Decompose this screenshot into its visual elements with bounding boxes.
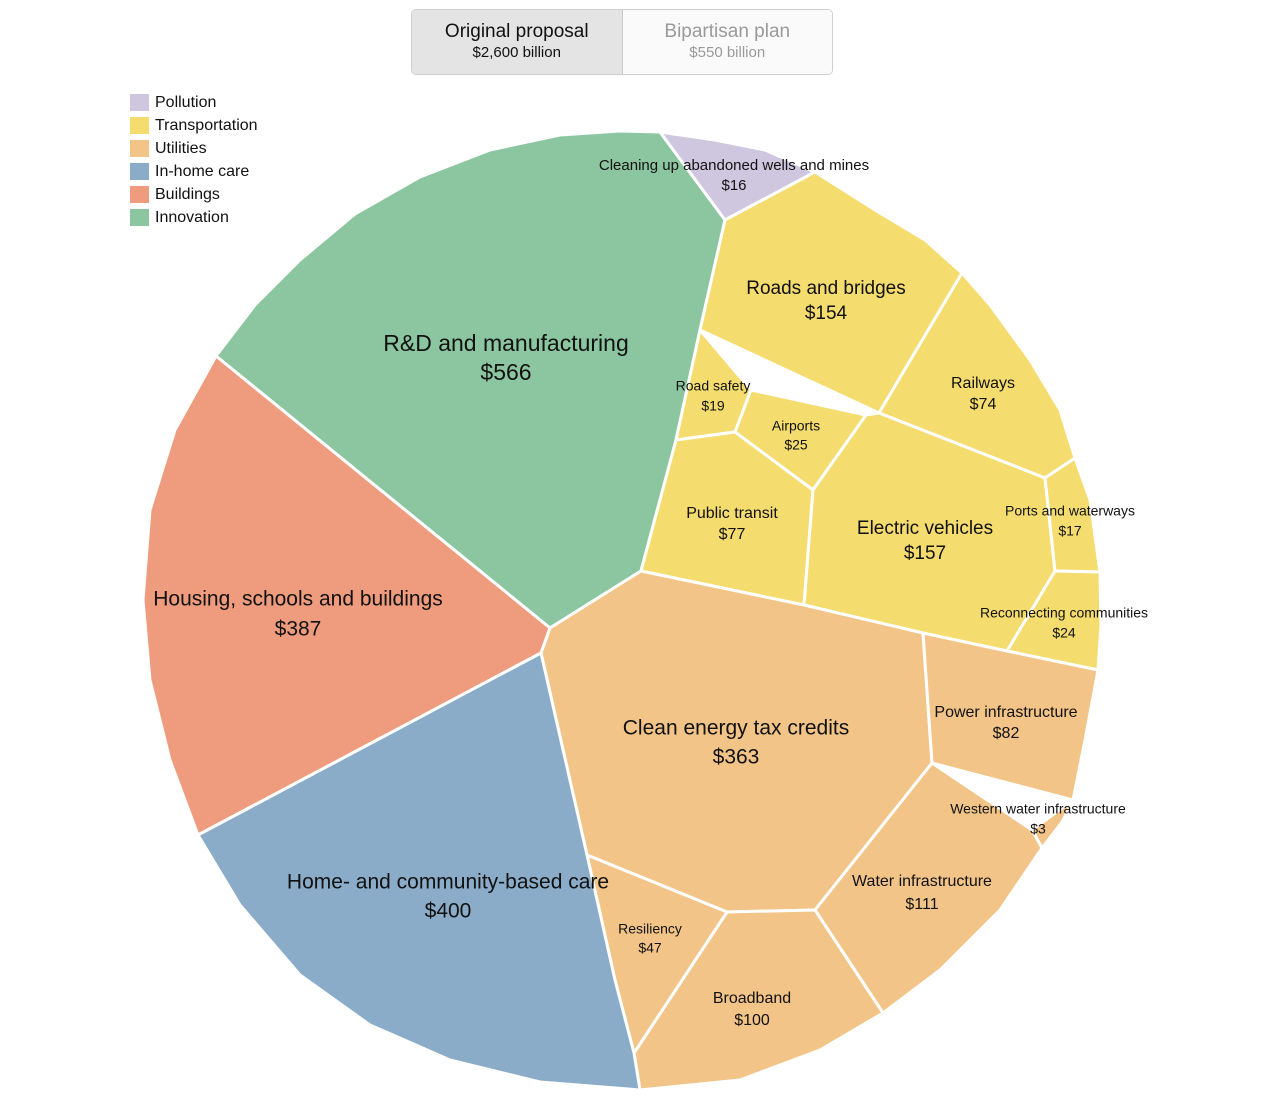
legend-item-buildings: Buildings (130, 183, 258, 206)
cell-value-road-safety: $19 (701, 398, 725, 414)
cell-label-home-and-community-based-care: Home- and community-based care (287, 871, 609, 894)
cell-label-resiliency: Resiliency (618, 921, 682, 937)
cell-label-power-infrastructure: Power infrastructure (934, 704, 1077, 721)
cell-value-reconnecting-communities: $24 (1052, 625, 1076, 641)
cell-reconnecting-communities[interactable] (1005, 569, 1103, 672)
legend: Pollution Transportation Utilities In-home … (130, 91, 258, 229)
cell-value-railways: $74 (970, 396, 997, 413)
cell-label-broadband: Broadband (713, 990, 791, 1007)
cell-value-r-d-and-manufacturing: $566 (480, 359, 531, 385)
cell-label-electric-vehicles: Electric vehicles (857, 518, 993, 539)
legend-swatch (130, 163, 149, 180)
legend-swatch (130, 186, 149, 203)
cell-value-ports-and-waterways: $17 (1058, 523, 1082, 539)
cell-label-airports: Airports (772, 418, 820, 434)
cell-label-housing-schools-and-buildings: Housing, schools and buildings (153, 588, 443, 611)
cell-label-western-water-infrastructure: Western water infrastructure (950, 801, 1126, 817)
cell-value-clean-energy-tax-credits: $363 (713, 746, 760, 769)
cell-roads-and-bridges[interactable] (698, 170, 964, 415)
cell-home-and-community-based-care[interactable] (196, 651, 642, 1092)
cell-value-water-infrastructure: $111 (905, 896, 938, 913)
legend-swatch (130, 140, 149, 157)
legend-item-transportation: Transportation (130, 114, 258, 137)
cell-value-broadband: $100 (734, 1012, 770, 1029)
legend-item-utilities: Utilities (130, 137, 258, 160)
proposal-toggle: Original proposal $2,600 billion Biparti… (411, 9, 833, 75)
original-proposal-amount: $2,600 billion (472, 44, 561, 61)
legend-swatch (130, 209, 149, 226)
bipartisan-plan-tab[interactable]: Bipartisan plan $550 billion (622, 10, 832, 74)
cell-value-cleaning-up-abandoned-wells-and-mines: $16 (721, 177, 746, 194)
cell-label-roads-and-bridges: Roads and bridges (746, 278, 906, 299)
legend-item-innovation: Innovation (130, 206, 258, 229)
cell-value-roads-and-bridges: $154 (805, 303, 848, 324)
cell-label-clean-energy-tax-credits: Clean energy tax credits (623, 717, 849, 740)
bipartisan-plan-amount: $550 billion (689, 44, 766, 61)
cell-value-western-water-infrastructure: $3 (1030, 821, 1046, 837)
legend-swatch (130, 117, 149, 134)
legend-label: Utilities (155, 139, 207, 157)
cell-value-airports: $25 (784, 437, 808, 453)
cell-label-r-d-and-manufacturing: R&D and manufacturing (383, 330, 628, 356)
cell-value-public-transit: $77 (719, 526, 746, 543)
bipartisan-plan-label: Bipartisan plan (664, 21, 791, 42)
cell-label-railways: Railways (951, 375, 1015, 392)
cell-label-road-safety: Road safety (676, 378, 751, 394)
cell-value-electric-vehicles: $157 (904, 543, 946, 564)
cell-label-water-infrastructure: Water infrastructure (852, 873, 992, 890)
cell-ports-and-waterways[interactable] (1043, 456, 1102, 574)
legend-label: Pollution (155, 93, 217, 111)
cell-value-home-and-community-based-care: $400 (425, 900, 472, 923)
legend-label: Innovation (155, 208, 229, 226)
original-proposal-tab[interactable]: Original proposal $2,600 billion (412, 10, 623, 74)
legend-swatch (130, 94, 149, 111)
cell-label-public-transit: Public transit (686, 505, 778, 522)
legend-item-pollution: Pollution (130, 91, 258, 114)
cell-label-ports-and-waterways: Ports and waterways (1005, 503, 1135, 519)
cell-value-power-infrastructure: $82 (993, 725, 1020, 742)
cell-value-housing-schools-and-buildings: $387 (275, 618, 322, 641)
cell-label-reconnecting-communities: Reconnecting communities (980, 605, 1148, 621)
legend-item-in-home-care: In-home care (130, 160, 258, 183)
legend-label: Buildings (155, 185, 220, 203)
cell-value-resiliency: $47 (638, 940, 662, 956)
legend-label: Transportation (155, 116, 258, 134)
cell-label-cleaning-up-abandoned-wells-and-mines: Cleaning up abandoned wells and mines (599, 157, 869, 174)
legend-label: In-home care (155, 162, 250, 180)
cell-cleaning-up-abandoned-wells-and-mines[interactable] (658, 130, 817, 222)
original-proposal-label: Original proposal (444, 21, 589, 42)
